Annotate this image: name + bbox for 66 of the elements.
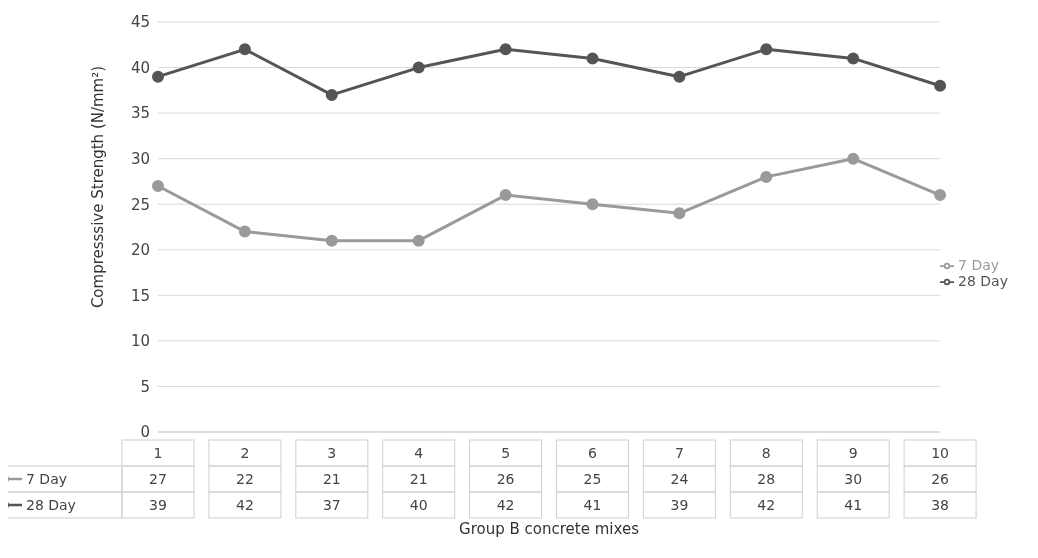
y-tick-label: 30 <box>130 149 150 168</box>
data-label: 41 <box>583 497 602 513</box>
x-tick-label: 9 <box>848 445 858 461</box>
point <box>673 207 686 220</box>
data-label: 26 <box>496 471 515 487</box>
point <box>325 88 338 101</box>
point <box>152 70 164 83</box>
point <box>499 43 512 56</box>
x-tick-label: 4 <box>414 445 424 461</box>
point <box>847 152 860 165</box>
y-tick-label: 5 <box>140 377 150 396</box>
data-label: 26 <box>931 471 950 487</box>
x-tick-label: 2 <box>240 445 250 461</box>
legend-label: 7 Day <box>958 257 1000 273</box>
data-label: 25 <box>583 471 602 487</box>
y-axis-title: Compresssive Strength (N/mm²) <box>89 65 108 309</box>
x-tick-label: 10 <box>931 445 949 461</box>
y-tick-label: 40 <box>130 58 150 77</box>
data-label: 30 <box>844 471 863 487</box>
point <box>499 189 512 202</box>
point <box>673 70 686 83</box>
data-label: 40 <box>409 497 428 513</box>
x-tick-label: 6 <box>588 445 598 461</box>
data-label: 28 <box>757 471 776 487</box>
data-label: 22 <box>235 471 254 487</box>
x-axis-title: Group B concrete mixes <box>459 520 640 538</box>
data-label: 24 <box>670 471 689 487</box>
y-tick-label: 25 <box>130 195 150 214</box>
point <box>760 43 773 56</box>
data-label: 42 <box>757 497 776 513</box>
point <box>325 234 338 247</box>
legend-label: 28 Day <box>958 273 1008 289</box>
point <box>586 198 599 211</box>
y-tick-label: 15 <box>130 286 150 305</box>
data-label: 38 <box>931 497 949 513</box>
data-label: 21 <box>409 471 428 487</box>
x-tick-label: 3 <box>327 445 337 461</box>
point <box>238 225 251 238</box>
data-label: 39 <box>670 497 689 513</box>
x-tick-label: 1 <box>153 445 163 461</box>
point <box>934 189 947 202</box>
x-tick-label: 7 <box>674 445 684 461</box>
y-tick-label: 35 <box>130 104 150 123</box>
y-tick-label: 10 <box>130 332 150 351</box>
text: 7 Day <box>26 471 68 487</box>
data-label: 42 <box>496 497 515 513</box>
y-tick-label: 0 <box>140 423 150 442</box>
point <box>238 43 251 56</box>
text: 28 Day <box>26 497 76 513</box>
point <box>412 61 425 74</box>
point <box>586 52 599 65</box>
data-label: 39 <box>149 497 167 513</box>
data-label: 37 <box>322 497 341 513</box>
point <box>934 79 947 92</box>
data-label: 41 <box>844 497 863 513</box>
x-tick-label: 8 <box>761 445 771 461</box>
y-tick-label: 45 <box>130 13 150 32</box>
point <box>760 170 773 183</box>
point <box>412 234 425 247</box>
y-tick-label: 20 <box>130 241 150 260</box>
point <box>152 180 164 192</box>
point <box>847 52 860 65</box>
data-label: 42 <box>235 497 254 513</box>
data-label: 21 <box>322 471 341 487</box>
data-label: 27 <box>149 471 167 487</box>
x-tick-label: 5 <box>501 445 511 461</box>
